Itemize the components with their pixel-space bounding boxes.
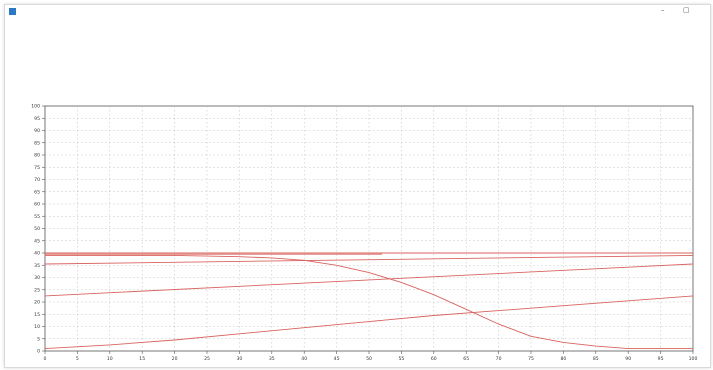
x-tick-label: 85 <box>593 356 599 362</box>
curve-4 <box>44 263 694 297</box>
y-tick-label: 0 <box>37 349 40 355</box>
x-tick-label: 50 <box>366 356 372 362</box>
y-tick-label: 65 <box>34 189 40 195</box>
app-window: – ▢ 0 5 10 15 20 25 30 35 40 45 50 55 60 65 70 75 80 85 90… <box>4 4 711 368</box>
y-tick-label: 35 <box>34 263 40 269</box>
x-tick-label: 20 <box>172 356 178 362</box>
x-tick-label: 65 <box>463 356 469 362</box>
y-tick-label: 70 <box>34 177 40 183</box>
y-tick-label: 5 <box>37 336 40 342</box>
x-tick-label: 0 <box>44 356 47 362</box>
x-tick-label: 75 <box>528 356 534 362</box>
curve-6 <box>45 254 693 350</box>
y-tick-label: 10 <box>34 324 40 330</box>
curve-3 <box>44 254 694 265</box>
y-tick-label: 40 <box>34 251 40 257</box>
x-tick-label: 40 <box>301 356 307 362</box>
y-tick-label: 95 <box>34 116 40 122</box>
x-tick-label: 45 <box>334 356 340 362</box>
minimize-button[interactable]: – <box>661 6 665 14</box>
y-tick-label: 20 <box>34 300 40 306</box>
x-tick-label: 25 <box>204 356 210 362</box>
y-tick-label: 80 <box>34 153 40 159</box>
grid <box>45 106 693 351</box>
y-tick-label: 50 <box>34 226 40 232</box>
curves <box>44 252 694 350</box>
x-tick-label: 35 <box>269 356 275 362</box>
y-tick-label: 15 <box>34 312 40 318</box>
line-chart: 0510152025303540455055606570758085909510… <box>31 104 698 362</box>
x-tick-label: 95 <box>658 356 664 362</box>
y-tick-label: 90 <box>34 128 40 134</box>
x-tick-label: 100 <box>689 356 698 362</box>
y-axis-ticks: 0 5 10 15 20 25 30 35 40 45 50 55 60 65 70 75 80 85 90 95 10… <box>31 104 45 355</box>
x-tick-label: 30 <box>236 356 242 362</box>
y-tick-label: 85 <box>34 140 40 146</box>
x-tick-label: 60 <box>431 356 437 362</box>
y-tick-label: 25 <box>34 287 40 293</box>
y-tick-label: 55 <box>34 214 40 220</box>
x-tick-label: 90 <box>625 356 631 362</box>
menu-bar <box>5 18 710 28</box>
title-bar: – ▢ <box>5 5 710 18</box>
y-tick-label: 75 <box>34 165 40 171</box>
x-axis-ticks: 0 5 10 15 20 25 30 35 40 45 50 55 60 65 70 75 80 85 90 95 10… <box>44 351 698 362</box>
x-tick-label: 15 <box>139 356 145 362</box>
x-tick-label: 80 <box>560 356 566 362</box>
y-tick-label: 60 <box>34 202 40 208</box>
maximize-button[interactable]: ▢ <box>683 6 690 14</box>
x-tick-label: 55 <box>398 356 404 362</box>
x-tick-label: 10 <box>107 356 113 362</box>
y-tick-label: 30 <box>34 275 40 281</box>
y-tick-label: 100 <box>31 104 40 110</box>
x-tick-label: 5 <box>76 356 79 362</box>
y-tick-label: 45 <box>34 238 40 244</box>
x-tick-label: 70 <box>496 356 502 362</box>
curve-5 <box>44 295 694 350</box>
app-icon <box>9 8 16 15</box>
